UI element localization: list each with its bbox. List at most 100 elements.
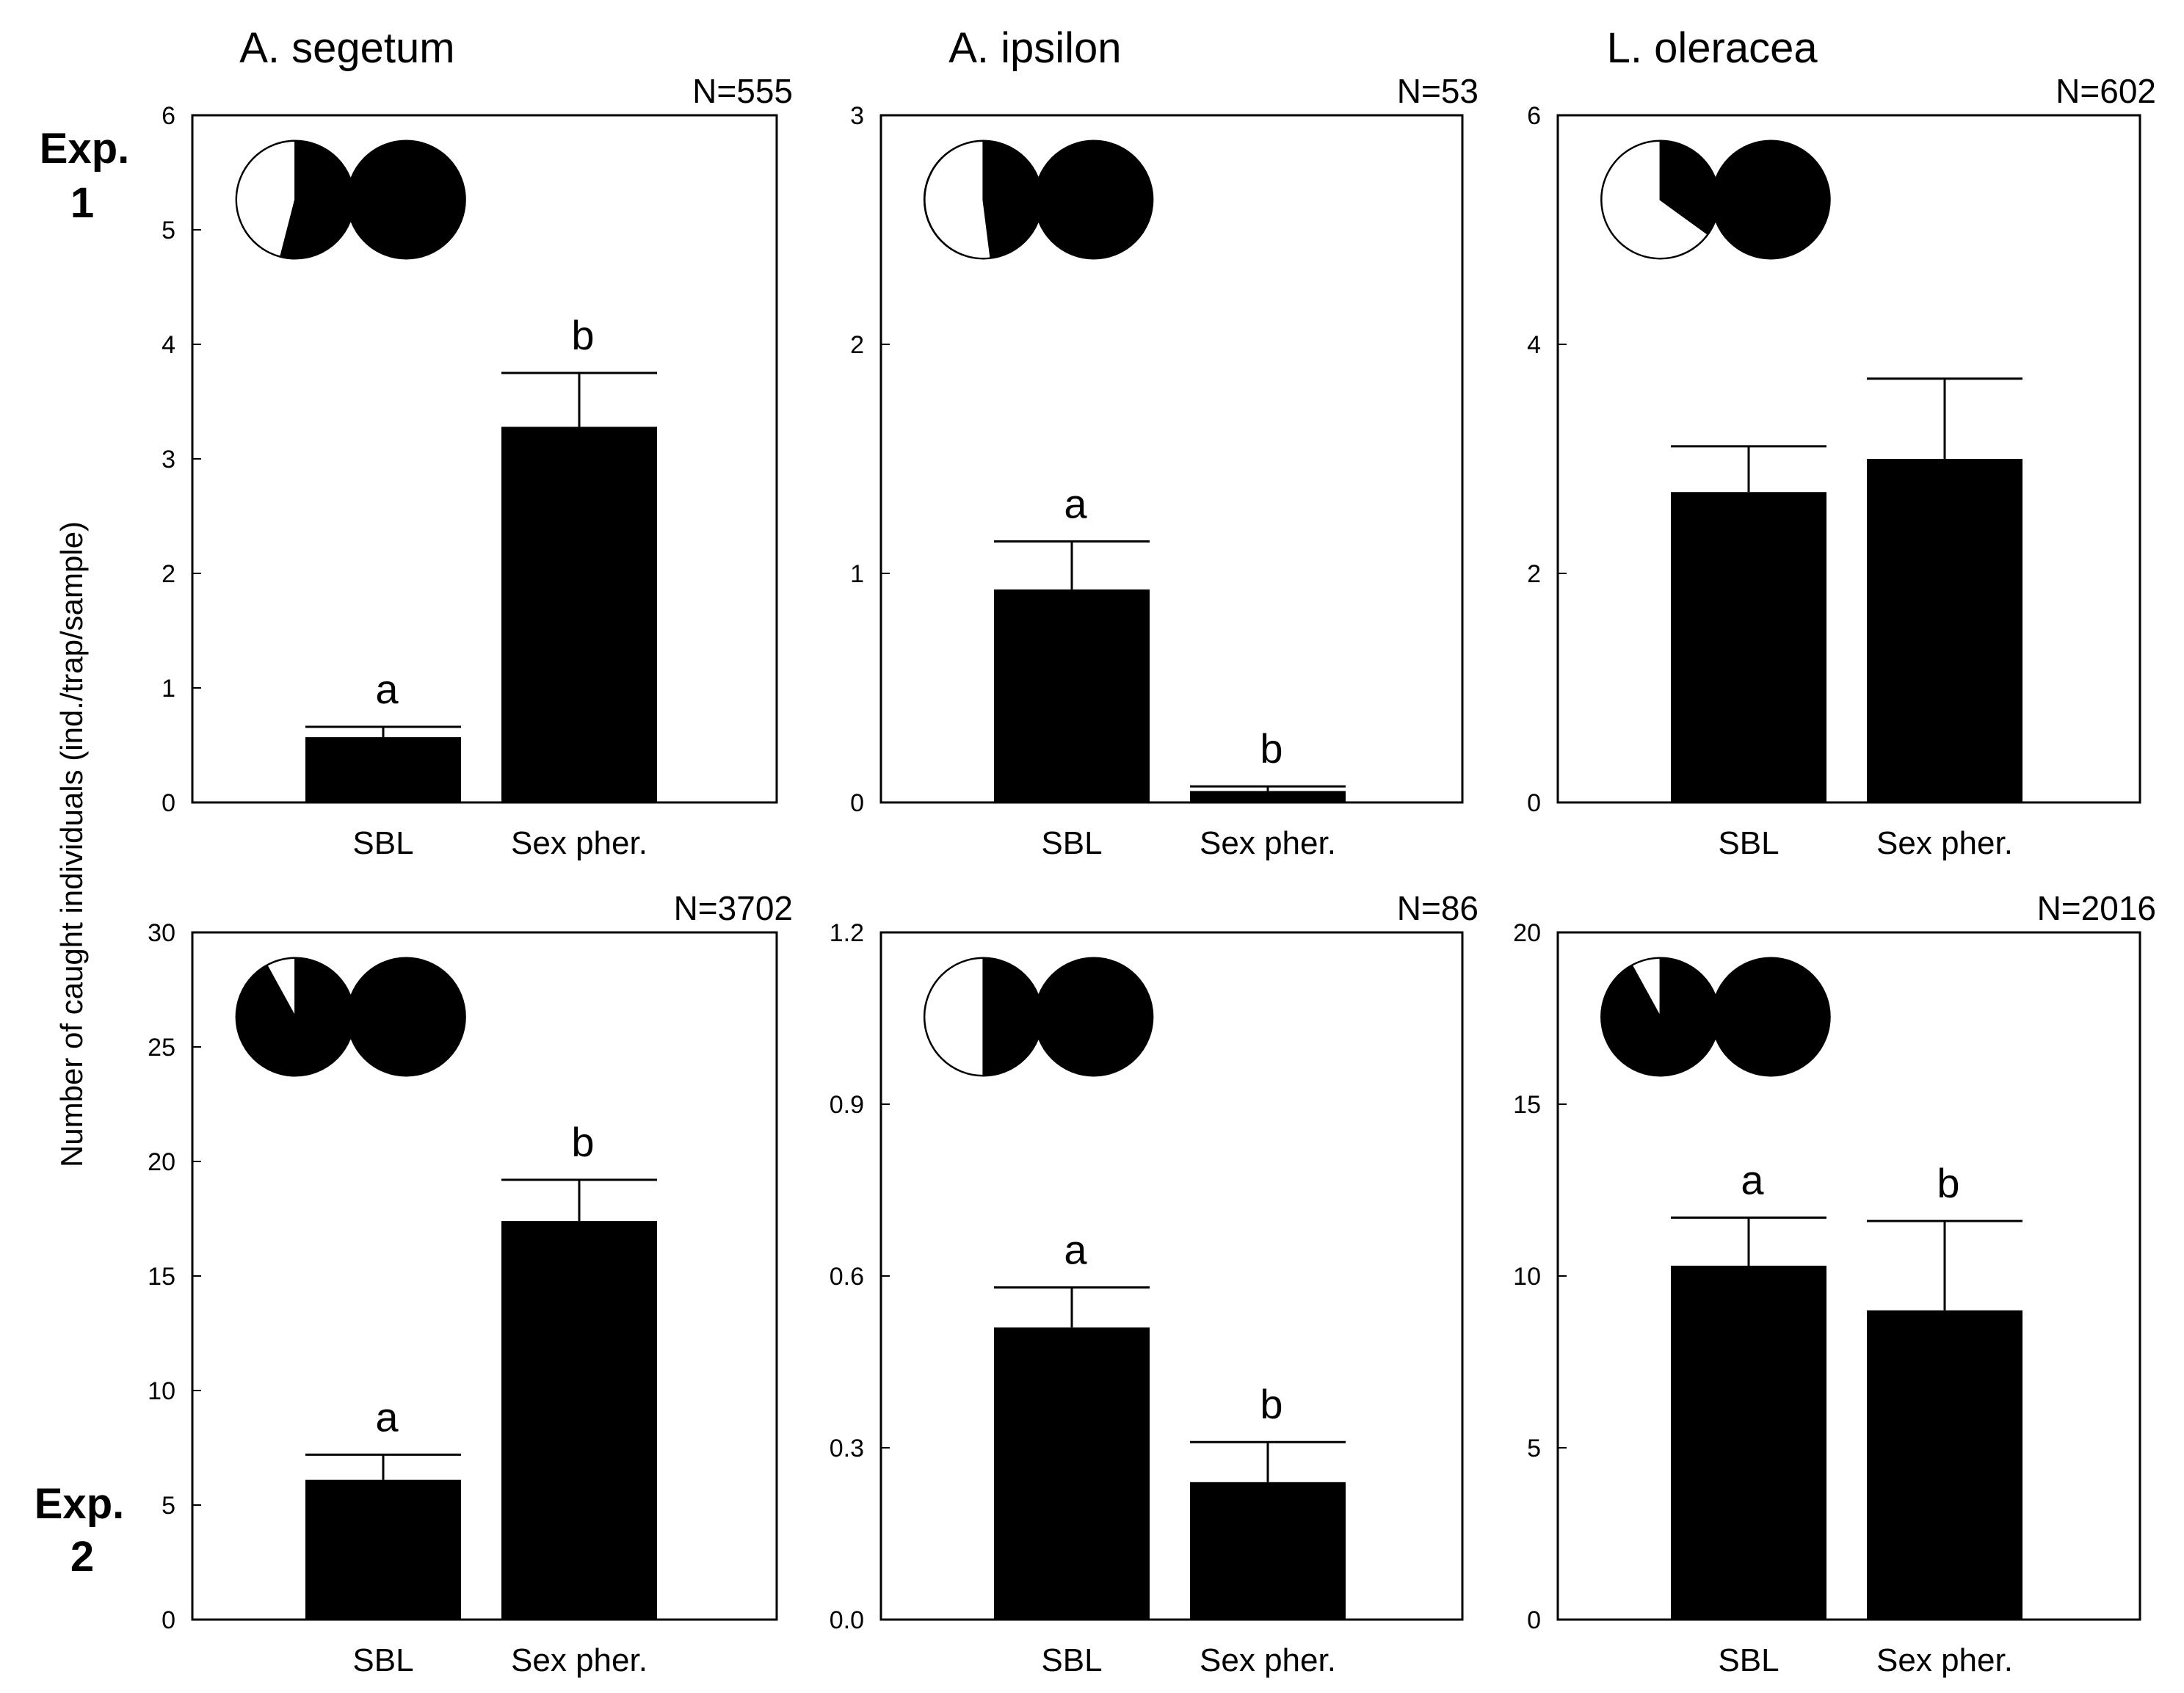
y-tick-label: 15 xyxy=(1513,1091,1541,1119)
category-label: SBL xyxy=(1041,825,1102,861)
chart-title: A. segetum xyxy=(239,24,454,72)
bar xyxy=(994,589,1150,802)
significance-letter: b xyxy=(571,312,594,358)
experiment-label-line1: Exp. xyxy=(35,1480,125,1528)
chart-title: L. oleracea xyxy=(1607,24,1818,72)
plot-frame xyxy=(1556,114,2141,804)
category-label: SBL xyxy=(1718,1642,1779,1678)
y-tick-label: 25 xyxy=(148,1034,175,1062)
category-label: SBL xyxy=(1041,1642,1102,1678)
bar xyxy=(305,737,461,802)
chart-panel: N=2016 0 5 10 15 20 a SBL b Sex pher. xyxy=(1513,889,2156,1678)
category-label: SBL xyxy=(352,825,413,861)
sample-size-label: N=3702 xyxy=(674,889,793,927)
y-tick-label: 0 xyxy=(162,1606,175,1634)
y-tick-label: 0 xyxy=(162,789,175,817)
bar xyxy=(1190,1482,1346,1620)
y-tick-label: 5 xyxy=(162,217,175,244)
y-tick-label: 20 xyxy=(148,1148,175,1176)
bar xyxy=(305,1479,461,1620)
bar xyxy=(1190,791,1346,802)
experiment-label-2: Exp. 2 xyxy=(35,1480,125,1581)
sample-size-label: N=86 xyxy=(1397,889,1479,927)
chart-panel: A. segetum N=555 0 1 2 3 4 5 6 a SBL b Sex pher. xyxy=(162,24,793,861)
category-label: Sex pher. xyxy=(1876,825,2013,861)
sex-ratio-pie xyxy=(1710,957,1831,1077)
sample-size-label: N=2016 xyxy=(2037,889,2156,927)
experiment-label-line1: Exp. xyxy=(40,125,130,173)
significance-letter: b xyxy=(571,1119,594,1165)
pie-slice-white xyxy=(924,957,984,1077)
y-tick-label: 30 xyxy=(148,919,175,947)
sex-ratio-pie xyxy=(1034,139,1154,260)
y-tick-label: 0 xyxy=(1527,789,1541,817)
category-label: Sex pher. xyxy=(1200,825,1336,861)
bar xyxy=(1867,459,2022,802)
y-tick-label: 6 xyxy=(162,102,175,130)
sex-ratio-pie xyxy=(1710,139,1831,260)
y-tick-label: 3 xyxy=(850,102,864,130)
pie-slice-white xyxy=(1630,957,1661,1018)
experiment-label-line2: 2 xyxy=(70,1533,94,1581)
pie-slice-white xyxy=(266,957,297,1018)
category-label: Sex pher. xyxy=(511,1642,647,1678)
bar xyxy=(1671,492,1826,802)
sex-ratio-pie xyxy=(346,139,466,260)
y-tick-label: 5 xyxy=(162,1492,175,1520)
sample-size-label: N=555 xyxy=(692,72,793,110)
y-tick-label: 1 xyxy=(162,675,175,703)
significance-letter: b xyxy=(1260,1381,1283,1427)
experiment-label-1: Exp. 1 xyxy=(40,125,130,227)
plot-frame xyxy=(879,114,1464,804)
y-tick-label: 4 xyxy=(162,331,175,359)
y-tick-label: 0.3 xyxy=(830,1435,864,1462)
pie-slice-white xyxy=(924,139,992,259)
pie-slice-white xyxy=(236,139,297,258)
significance-letter: a xyxy=(1741,1156,1764,1203)
chart-panel: N=86 0.0 0.3 0.6 0.9 1.2 a SBL b Sex pher. xyxy=(830,889,1479,1678)
y-tick-label: 0 xyxy=(850,789,864,817)
chart-panel: L. oleracea N=602 0 2 4 6 SBL Sex pher. xyxy=(1527,24,2156,861)
bar xyxy=(1867,1310,2022,1620)
y-tick-label: 0 xyxy=(1527,1606,1541,1634)
pie-slice-white xyxy=(1600,139,1709,259)
y-tick-label: 1.2 xyxy=(830,919,864,947)
y-tick-label: 3 xyxy=(162,446,175,474)
y-tick-label: 2 xyxy=(1527,560,1541,588)
significance-letter: a xyxy=(1064,480,1087,526)
significance-letter: a xyxy=(375,666,399,712)
category-label: SBL xyxy=(1718,825,1779,861)
y-tick-label: 2 xyxy=(162,560,175,588)
significance-letter: a xyxy=(1064,1227,1087,1273)
sample-size-label: N=53 xyxy=(1397,72,1479,110)
category-label: Sex pher. xyxy=(511,825,647,861)
y-axis-label: Number of caught individuals (ind./trap/… xyxy=(54,521,89,1167)
category-label: SBL xyxy=(352,1642,413,1678)
sex-ratio-pie xyxy=(346,957,466,1077)
chart-panel: N=3702 0 5 10 15 20 25 30 a SBL b Sex pher. xyxy=(148,889,793,1678)
y-tick-label: 2 xyxy=(850,331,864,359)
y-tick-label: 10 xyxy=(148,1377,175,1405)
chart-panel: A. ipsilon N=53 0 1 2 3 a SBL b Sex pher. xyxy=(850,24,1479,861)
significance-letter: b xyxy=(1260,725,1283,772)
category-label: Sex pher. xyxy=(1876,1642,2013,1678)
y-tick-label: 6 xyxy=(1527,102,1541,130)
chart-title: A. ipsilon xyxy=(948,24,1121,72)
y-tick-label: 20 xyxy=(1513,919,1541,947)
y-tick-label: 1 xyxy=(850,560,864,588)
y-tick-label: 10 xyxy=(1513,1263,1541,1291)
y-tick-label: 0.6 xyxy=(830,1263,864,1291)
sample-size-label: N=602 xyxy=(2056,72,2156,110)
y-tick-label: 15 xyxy=(148,1263,175,1291)
y-tick-label: 0.9 xyxy=(830,1091,864,1119)
significance-letter: a xyxy=(375,1393,399,1440)
experiment-label-line2: 1 xyxy=(70,179,94,227)
y-tick-label: 4 xyxy=(1527,331,1541,359)
bar xyxy=(994,1327,1150,1620)
bar xyxy=(501,427,657,802)
y-tick-label: 0.0 xyxy=(830,1606,864,1634)
bar xyxy=(1671,1265,1826,1620)
y-tick-label: 5 xyxy=(1527,1435,1541,1462)
sex-ratio-pie xyxy=(1034,957,1154,1077)
